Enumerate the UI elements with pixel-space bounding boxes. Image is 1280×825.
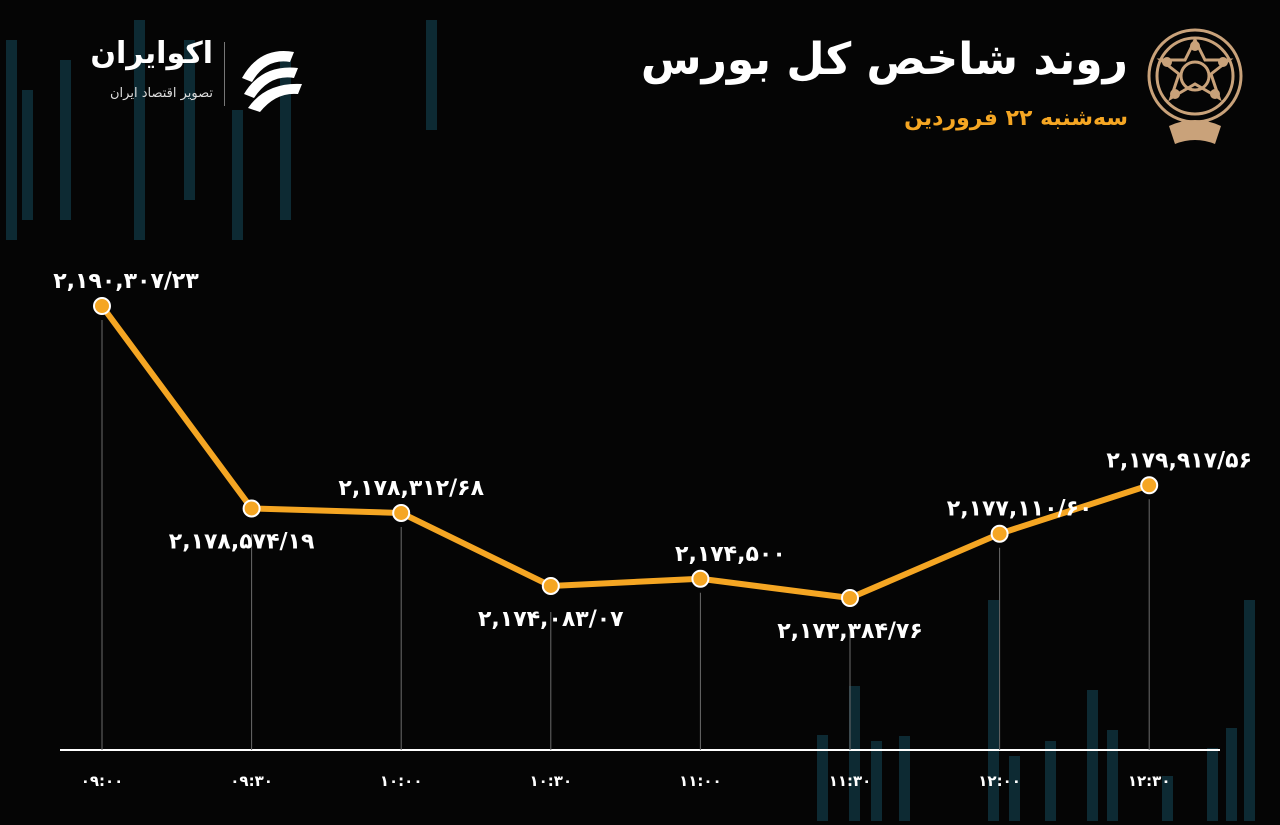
data-label: ۲,۱۷۴,۵۰۰	[675, 542, 786, 567]
data-label: ۲,۱۷۳,۳۸۴/۷۶	[777, 619, 923, 644]
x-tick-label: ۱۲:۰۰	[978, 772, 1021, 790]
decor-bar	[1087, 690, 1098, 821]
logo-name: اکوایران	[90, 36, 213, 71]
data-point	[841, 589, 859, 607]
data-point	[392, 503, 411, 522]
x-tick-label: ۱۰:۳۰	[529, 772, 572, 790]
decor-bar	[1162, 776, 1173, 821]
decor-bar	[988, 600, 999, 821]
data-point	[93, 297, 111, 315]
x-tick-label: ۰۹:۳۰	[230, 772, 273, 790]
data-label: ۲,۱۷۸,۵۷۴/۱۹	[169, 529, 315, 554]
decor-bar	[1207, 748, 1218, 821]
decor-bar	[1009, 756, 1020, 821]
data-label: ۲,۱۷۷,۱۱۰/۶۰	[947, 497, 1093, 522]
x-tick-label: ۱۱:۳۰	[829, 772, 872, 790]
logo-tagline: تصویر اقتصاد ایران	[110, 86, 213, 101]
decor-bar	[280, 60, 291, 220]
decor-bar	[6, 40, 17, 240]
x-tick-label: ۰۹:۰۰	[81, 772, 124, 790]
x-tick-label: ۱۰:۰۰	[380, 772, 423, 790]
data-label: ۲,۱۹۰,۳۰۷/۲۳	[53, 269, 199, 294]
x-tick-label: ۱۲:۳۰	[1128, 772, 1171, 790]
logo-divider	[224, 42, 225, 106]
data-point	[1140, 476, 1159, 495]
decor-bar	[1226, 728, 1237, 821]
series-line	[99, 303, 1153, 601]
ekoiran-logo-icon	[242, 51, 302, 112]
data-label: ۲,۱۷۹,۹۱۷/۵۶	[1106, 448, 1252, 473]
decor-bar	[1045, 741, 1056, 821]
decor-bar	[899, 736, 910, 821]
decor-bar	[817, 735, 828, 821]
x-tick-label: ۱۱:۰۰	[679, 772, 722, 790]
data-point	[242, 499, 261, 518]
page-title: روند شاخص کل بورس	[640, 34, 1128, 85]
decor-bar	[426, 20, 437, 130]
page-subtitle: سه‌شنبه ۲۲ فروردین	[904, 106, 1128, 131]
data-label: ۲,۱۷۴,۰۸۳/۰۷	[478, 607, 624, 632]
brand-logo: اکوایران تصویر اقتصاد ایران	[48, 36, 318, 116]
decor-bar	[849, 686, 860, 821]
data-point	[990, 524, 1009, 543]
decor-bar	[134, 20, 145, 240]
data-point	[691, 569, 710, 588]
tehran-stock-exchange-emblem	[1147, 28, 1243, 144]
decor-bar	[1244, 600, 1255, 821]
decor-bar	[60, 60, 71, 220]
decor-bar	[232, 110, 243, 240]
decor-bar	[1107, 730, 1118, 821]
data-label: ۲,۱۷۸,۳۱۲/۶۸	[338, 476, 484, 501]
decor-bar	[22, 90, 33, 220]
decor-bar	[871, 741, 882, 821]
decor-bar	[184, 40, 195, 200]
data-point	[541, 576, 560, 595]
